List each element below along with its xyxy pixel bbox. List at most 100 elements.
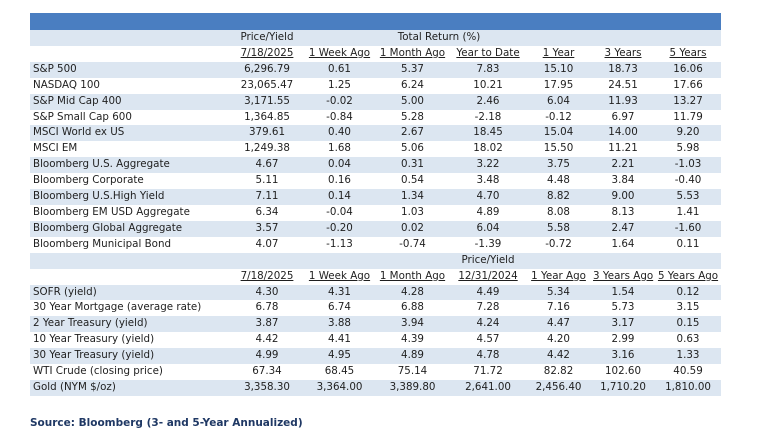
empty-cell	[30, 268, 230, 285]
cell-value: 0.31	[375, 157, 450, 174]
row-label: NASDAQ 100	[30, 77, 230, 94]
table-row: Bloomberg EM USD Aggregate 6.34 -0.04 1.03 4…	[30, 204, 722, 221]
empty-cell	[304, 252, 375, 269]
row-label: Bloomberg Municipal Bond	[30, 236, 230, 253]
table-row: MSCI EM 1,249.38 1.68 5.06 18.02 15.50 11.21 5.…	[30, 141, 722, 158]
cell-value: 379.61	[230, 125, 304, 142]
column-header: 1 Year	[526, 45, 592, 62]
cell-value: -0.12	[526, 109, 592, 126]
cell-value: 7.83	[450, 61, 527, 78]
cell-value: 6.78	[230, 300, 304, 317]
row-label: Bloomberg Corporate	[30, 173, 230, 190]
group-header-row: Price/Yield Total Return (%)	[30, 30, 722, 46]
column-header: Year to Date	[450, 45, 527, 62]
cell-value: 3.48	[450, 173, 527, 190]
table-row: 10 Year Treasury (yield) 4.42 4.41 4.39 4.57…	[30, 332, 722, 349]
empty-cell	[655, 30, 722, 46]
table-row: Bloomberg U.S. Aggregate 4.67 0.04 0.31 3.22…	[30, 157, 722, 174]
column-header: 1 Week Ago	[304, 45, 375, 62]
cell-value: 3.57	[230, 220, 304, 237]
cell-value: 15.10	[526, 61, 592, 78]
column-header: 7/18/2025	[230, 268, 304, 285]
column-header: 7/18/2025	[230, 45, 304, 62]
cell-value: -1.60	[655, 220, 722, 237]
cell-value: -0.74	[375, 236, 450, 253]
cell-value: 3.16	[591, 348, 656, 365]
cell-value: 0.63	[655, 332, 722, 349]
cell-value: 6,296.79	[230, 61, 304, 78]
cell-value: 4.42	[230, 332, 304, 349]
cell-value: 17.66	[655, 77, 722, 94]
cell-value: 5.06	[375, 141, 450, 158]
cell-value: 1.64	[591, 236, 656, 253]
row-label: 10 Year Treasury (yield)	[30, 332, 230, 349]
column-header: 5 Years	[655, 45, 722, 62]
empty-cell	[591, 30, 656, 46]
cell-value: 9.00	[591, 189, 656, 205]
cell-value: 9.20	[655, 125, 722, 142]
cell-value: 1.34	[375, 189, 450, 205]
cell-value: 71.72	[450, 364, 527, 380]
cell-value: 10.21	[450, 77, 527, 94]
cell-value: 0.11	[655, 236, 722, 253]
cell-value: 0.16	[304, 173, 375, 190]
cell-value: 4.28	[375, 284, 450, 301]
cell-value: 5.98	[655, 141, 722, 158]
cell-value: 4.31	[304, 284, 375, 301]
table-row: Gold (NYM $/oz) 3,358.30 3,364.00 3,389.80 2…	[30, 379, 722, 396]
cell-value: 3.17	[591, 316, 656, 333]
cell-value: 5.00	[375, 93, 450, 110]
cell-value: 0.14	[304, 189, 375, 205]
row-label: Bloomberg EM USD Aggregate	[30, 204, 230, 221]
cell-value: 2.99	[591, 332, 656, 349]
cell-value: -0.40	[655, 173, 722, 190]
cell-value: -0.84	[304, 109, 375, 126]
column-header: 12/31/2024	[450, 268, 527, 285]
empty-cell	[591, 252, 656, 269]
cell-value: 1.33	[655, 348, 722, 365]
cell-value: 6.34	[230, 204, 304, 221]
cell-value: 4.89	[375, 348, 450, 365]
cell-value: 4.07	[230, 236, 304, 253]
table-row: NASDAQ 100 23,065.47 1.25 6.24 10.21 17.95 24.…	[30, 77, 722, 94]
cell-value: 5.34	[526, 284, 592, 301]
cell-value: 11.93	[591, 93, 656, 110]
cell-value: 0.04	[304, 157, 375, 174]
cell-value: 7.11	[230, 189, 304, 205]
cell-value: 2.67	[375, 125, 450, 142]
cell-value: 24.51	[591, 77, 656, 94]
cell-value: 1.68	[304, 141, 375, 158]
cell-value: 1,249.38	[230, 141, 304, 158]
cell-value: 4.67	[230, 157, 304, 174]
cell-value: 3.84	[591, 173, 656, 190]
cell-value: 2,456.40	[526, 379, 592, 396]
table-row: S&P Mid Cap 400 3,171.55 -0.02 5.00 2.46 6.04…	[30, 93, 722, 110]
cell-value: 6.88	[375, 300, 450, 317]
cell-value: 4.70	[450, 189, 527, 205]
cell-value: -1.03	[655, 157, 722, 174]
cell-value: 3.87	[230, 316, 304, 333]
cell-value: 7.16	[526, 300, 592, 317]
cell-value: 5.58	[526, 220, 592, 237]
cell-value: 3.15	[655, 300, 722, 317]
table-row: Bloomberg U.S.High Yield 7.11 0.14 1.34 4.70…	[30, 189, 722, 205]
cell-value: 4.89	[450, 204, 527, 221]
cell-value: 3.88	[304, 316, 375, 333]
cell-value: 3,389.80	[375, 379, 450, 396]
cell-value: -0.72	[526, 236, 592, 253]
market-data-table: Price/Yield Total Return (%) 7/18/2025 1 We…	[30, 30, 722, 396]
row-label: 2 Year Treasury (yield)	[30, 316, 230, 333]
row-label: 30 Year Mortgage (average rate)	[30, 300, 230, 317]
cell-value: 5.11	[230, 173, 304, 190]
cell-value: 8.82	[526, 189, 592, 205]
row-label: 30 Year Treasury (yield)	[30, 348, 230, 365]
cell-value: 5.53	[655, 189, 722, 205]
table-row: S&P 500 6,296.79 0.61 5.37 7.83 15.10 18.73 16.…	[30, 61, 722, 78]
table-header-bar	[30, 13, 721, 30]
cell-value: 4.30	[230, 284, 304, 301]
cell-value: 8.08	[526, 204, 592, 221]
cell-value: 11.79	[655, 109, 722, 126]
column-header: 1 Month Ago	[375, 45, 450, 62]
price-yield-group-label: Price/Yield	[450, 252, 527, 269]
cell-value: 6.04	[526, 93, 592, 110]
